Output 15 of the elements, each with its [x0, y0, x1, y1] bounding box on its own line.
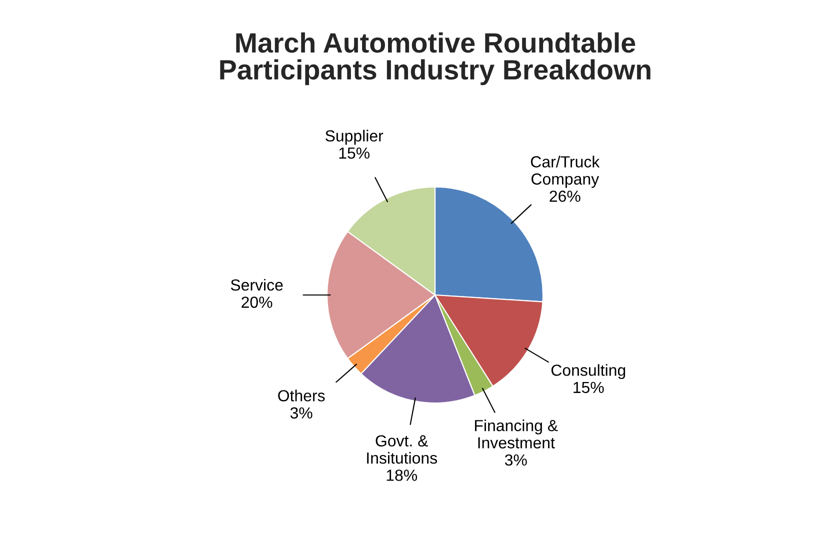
data-label: 3%	[290, 407, 312, 419]
data-label: 3%	[504, 454, 527, 466]
slice-label: Service	[230, 278, 283, 291]
slice-label: Car/Truck Company	[530, 156, 600, 188]
data-label: 20%	[242, 296, 272, 308]
slice-label: Financing & Investment	[475, 420, 558, 448]
data-label: 26%	[550, 190, 580, 202]
chart-title: March Automotive Roundtable Participants Industry Breakdown	[220, 32, 650, 86]
slice-label: Supplier	[326, 130, 384, 145]
data-label: 18%	[386, 470, 418, 481]
slice-label: Govt. & Insitutions	[367, 435, 437, 464]
data-label: 15%	[339, 147, 370, 159]
slice-label: Others	[278, 390, 325, 402]
slice-label: Consulting	[551, 364, 626, 380]
data-label: 15%	[574, 382, 604, 394]
